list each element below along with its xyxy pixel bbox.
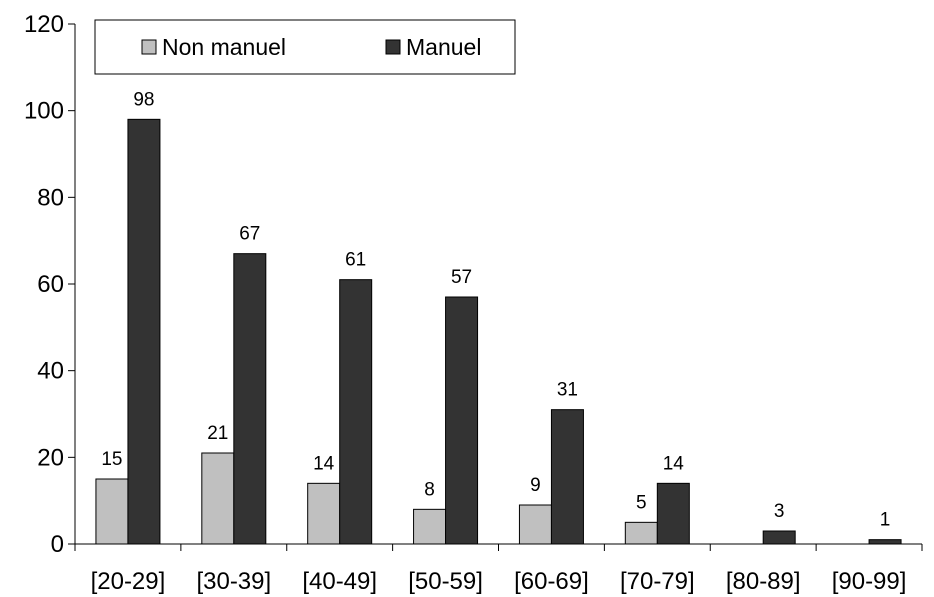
bar-manuel-1 [233, 253, 267, 545]
bar-non-manuel-3 [413, 508, 447, 545]
data-label-manuel-5: 14 [663, 453, 685, 474]
bar-manuel-2 [339, 279, 373, 545]
data-label-non-manuel-5: 5 [636, 492, 647, 513]
x-tick-label: [60-69] [514, 568, 589, 595]
bar-non-manuel-5 [624, 521, 658, 545]
x-tick-label: [20-29] [91, 568, 166, 595]
legend: Non manuel Manuel [94, 19, 516, 75]
bar-manuel-5 [656, 482, 690, 545]
bar-non-manuel-0 [95, 478, 129, 545]
data-label-manuel-7: 1 [880, 510, 891, 531]
y-tick-label: 0 [51, 531, 64, 558]
bar-non-manuel-1 [201, 452, 235, 545]
data-label-manuel-0: 98 [133, 89, 154, 110]
data-label-non-manuel-2: 14 [313, 453, 335, 474]
y-tick-label: 80 [37, 184, 64, 211]
legend-swatch-non-manuel [141, 39, 157, 55]
y-axis-ticks: 0 20 40 60 80 100 120 [24, 11, 75, 558]
y-tick-label: 60 [37, 271, 64, 298]
data-label-manuel-3: 57 [451, 267, 472, 288]
bar-manuel-3 [445, 296, 479, 545]
x-axis-ticks: [20-29] [30-39] [40-49] [50-59] [60-69] [70-7… [74, 544, 923, 595]
data-label-manuel-6: 3 [774, 501, 785, 522]
x-tick-label: [50-59] [408, 568, 483, 595]
data-label-manuel-4: 31 [557, 380, 578, 401]
legend-label-manuel: Manuel [406, 34, 481, 60]
x-tick-label: [80-89] [726, 568, 801, 595]
bar-manuel-0 [127, 118, 161, 545]
y-tick-label: 100 [24, 98, 64, 125]
data-label-manuel-2: 61 [345, 250, 366, 271]
legend-swatch-manuel [385, 39, 401, 55]
data-label-non-manuel-4: 9 [530, 475, 541, 496]
bar-manuel-4 [550, 409, 584, 545]
x-tick-label: [30-39] [196, 568, 271, 595]
bar-non-manuel-2 [307, 482, 341, 545]
data-label-non-manuel-3: 8 [424, 479, 435, 500]
legend-label-non-manuel: Non manuel [162, 34, 286, 60]
y-tick-label: 40 [37, 358, 64, 385]
x-tick-label: [90-99] [832, 568, 907, 595]
data-label-non-manuel-0: 15 [101, 449, 122, 470]
bar-manuel-7 [868, 539, 902, 545]
y-tick-label: 120 [24, 11, 64, 38]
x-tick-label: [40-49] [302, 568, 377, 595]
bar-non-manuel-4 [518, 504, 552, 545]
legend-box [94, 19, 516, 75]
x-tick-label: [70-79] [620, 568, 695, 595]
bar-manuel-6 [762, 530, 796, 545]
y-tick-label: 20 [37, 444, 64, 471]
data-label-non-manuel-1: 21 [207, 423, 228, 444]
data-label-manuel-1: 67 [239, 224, 260, 245]
